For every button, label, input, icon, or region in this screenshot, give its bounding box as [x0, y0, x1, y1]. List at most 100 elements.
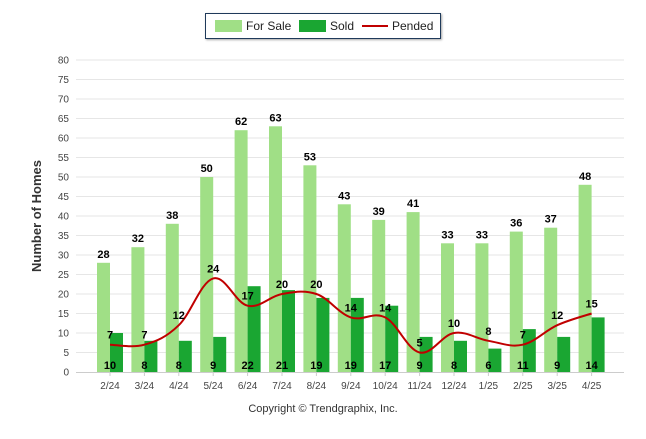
bar-sold	[454, 340, 467, 372]
copyright-text: Copyright © Trendgraphix, Inc.	[248, 403, 398, 415]
data-label-sold: 6	[485, 360, 491, 372]
data-label-for-sale: 62	[235, 116, 247, 128]
bar-sold	[316, 297, 330, 372]
x-tick-label: 11/24	[407, 381, 432, 392]
x-tick-label: 4/24	[169, 381, 189, 392]
data-label-pended: 10	[448, 318, 460, 330]
y-tick-label: 20	[58, 290, 70, 301]
data-label-pended: 15	[585, 299, 597, 311]
bar-for-sale	[200, 177, 214, 372]
bar-for-sale	[578, 184, 592, 372]
y-tick-label: 35	[58, 231, 70, 242]
y-tick-label: 75	[58, 75, 70, 86]
data-label-sold: 9	[417, 360, 423, 372]
legend-label-for-sale: For Sale	[246, 19, 292, 33]
data-label-for-sale: 39	[373, 206, 385, 218]
y-tick-label: 45	[58, 192, 70, 203]
data-label-for-sale: 48	[579, 171, 591, 183]
x-tick-label: 8/24	[307, 381, 327, 392]
bar-sold	[178, 340, 192, 372]
legend-swatch-pended	[362, 25, 388, 27]
bar-for-sale	[269, 126, 282, 372]
bar-for-sale	[97, 262, 110, 372]
y-tick-label: 0	[63, 368, 69, 379]
y-tick-label: 65	[58, 114, 70, 125]
data-label-pended: 5	[417, 338, 423, 350]
x-tick-label: 5/24	[203, 381, 223, 392]
label-layer: 28 10 7 32 8 7 38 8 12 50 9 24 62 22 17 63 21 20 53 19 20 43 1…	[97, 112, 598, 372]
bar-sold	[591, 317, 605, 372]
data-label-for-sale: 63	[269, 112, 281, 124]
data-label-for-sale: 28	[97, 249, 109, 261]
data-label-sold: 11	[517, 360, 529, 372]
data-label-sold: 8	[451, 360, 457, 372]
y-tick-label: 15	[58, 309, 70, 320]
data-label-pended: 7	[520, 330, 526, 342]
data-label-pended: 20	[310, 279, 322, 291]
data-label-sold: 22	[241, 360, 253, 372]
bar-sold	[557, 336, 571, 372]
bar-for-sale	[509, 231, 523, 372]
y-tick-label: 25	[58, 270, 70, 281]
data-label-pended: 14	[345, 302, 358, 314]
data-label-for-sale: 36	[510, 218, 522, 230]
data-label-sold: 19	[310, 360, 322, 372]
bar-sold	[419, 336, 433, 372]
legend: For Sale Sold Pended	[205, 13, 441, 39]
bar-sold	[350, 297, 364, 372]
x-tick-label: 3/24	[135, 381, 155, 392]
legend-swatch-for-sale	[215, 20, 242, 32]
y-tick-label: 10	[58, 329, 70, 340]
data-label-for-sale: 32	[132, 233, 144, 245]
bar-sold	[247, 286, 261, 372]
x-tick-label: 1/25	[479, 381, 499, 392]
data-label-sold: 14	[585, 360, 598, 372]
x-tick-label: 10/24	[373, 381, 398, 392]
data-label-sold: 19	[345, 360, 357, 372]
data-label-for-sale: 50	[201, 163, 213, 175]
data-label-for-sale: 33	[441, 229, 453, 241]
y-tick-label: 55	[58, 153, 70, 164]
y-axis-title: Number of Homes	[29, 160, 44, 272]
bar-for-sale	[337, 204, 351, 372]
data-label-pended: 12	[173, 310, 185, 322]
pended-line	[109, 277, 592, 354]
data-label-for-sale: 41	[407, 198, 419, 210]
data-label-pended: 7	[141, 330, 147, 342]
y-tick-label: 5	[63, 348, 69, 359]
data-label-pended: 20	[276, 279, 288, 291]
bar-for-sale	[475, 243, 489, 372]
bar-sold	[144, 340, 158, 372]
data-label-sold: 9	[554, 360, 560, 372]
bar-for-sale	[131, 247, 145, 372]
bar-sold	[385, 305, 399, 372]
bar-for-sale	[544, 227, 558, 372]
data-label-sold: 17	[379, 360, 391, 372]
bar-sold	[282, 290, 295, 372]
data-label-pended: 8	[485, 326, 491, 338]
data-label-pended: 14	[379, 302, 392, 314]
data-label-sold: 8	[176, 360, 182, 372]
data-label-pended: 24	[207, 263, 220, 275]
bar-for-sale	[372, 219, 386, 372]
data-label-for-sale: 33	[476, 229, 488, 241]
data-label-for-sale: 53	[304, 151, 316, 163]
x-tick-label: 6/24	[238, 381, 258, 392]
bar-for-sale	[303, 165, 317, 372]
legend-swatch-sold	[299, 20, 326, 32]
x-tick-label: 12/24	[441, 381, 466, 392]
y-tick-label: 30	[58, 251, 70, 262]
legend-label-sold: Sold	[330, 19, 355, 33]
x-tick-label: 7/24	[272, 381, 292, 392]
legend-label-pended: Pended	[392, 19, 434, 33]
data-label-for-sale: 43	[338, 190, 350, 202]
x-tick-label: 2/24	[100, 381, 120, 392]
y-tick-label: 40	[58, 212, 70, 223]
bar-sold	[488, 348, 502, 372]
data-label-sold: 10	[104, 360, 116, 372]
bar-sold	[110, 333, 123, 372]
data-label-pended: 17	[241, 291, 253, 303]
